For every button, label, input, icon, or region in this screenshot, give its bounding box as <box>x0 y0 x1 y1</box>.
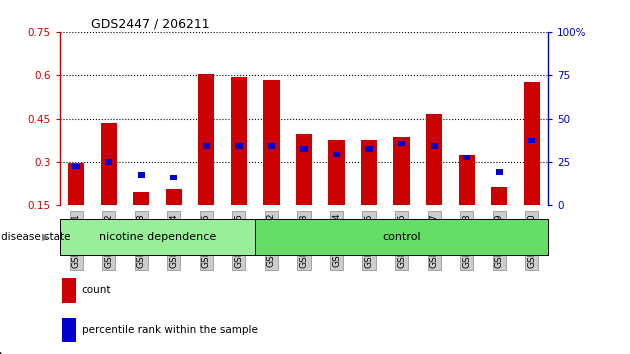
Bar <box>333 152 340 157</box>
Bar <box>166 189 182 205</box>
Bar <box>72 164 80 169</box>
Bar <box>133 192 149 205</box>
Text: control: control <box>382 232 421 242</box>
Bar <box>105 159 112 165</box>
Text: disease state: disease state <box>1 232 70 242</box>
Bar <box>328 140 345 205</box>
Bar <box>361 140 377 205</box>
Text: percentile rank within the sample: percentile rank within the sample <box>82 325 258 335</box>
Bar <box>398 141 405 146</box>
Bar <box>496 170 503 175</box>
Bar <box>198 74 214 205</box>
Bar <box>231 77 247 205</box>
Bar <box>426 114 442 205</box>
Text: nicotine dependence: nicotine dependence <box>99 232 216 242</box>
Bar <box>301 146 307 152</box>
Bar <box>235 143 243 149</box>
Text: GDS2447 / 206211: GDS2447 / 206211 <box>91 18 210 31</box>
Bar <box>491 187 507 205</box>
Text: ▶: ▶ <box>42 232 49 242</box>
Bar <box>60 219 255 255</box>
Bar <box>68 164 84 205</box>
Bar <box>263 80 280 205</box>
Bar <box>62 318 76 343</box>
Bar <box>524 82 540 205</box>
Bar <box>62 278 76 303</box>
Bar <box>203 143 210 149</box>
Bar <box>394 137 410 205</box>
Bar <box>137 172 145 178</box>
Bar <box>268 143 275 149</box>
Bar <box>255 219 548 255</box>
Text: count: count <box>82 285 112 295</box>
Bar <box>463 155 471 160</box>
Bar <box>365 146 373 152</box>
Bar <box>296 135 312 205</box>
Bar <box>459 155 475 205</box>
Bar <box>528 138 536 143</box>
Bar <box>430 143 438 149</box>
Bar <box>170 175 178 181</box>
Bar <box>101 123 117 205</box>
